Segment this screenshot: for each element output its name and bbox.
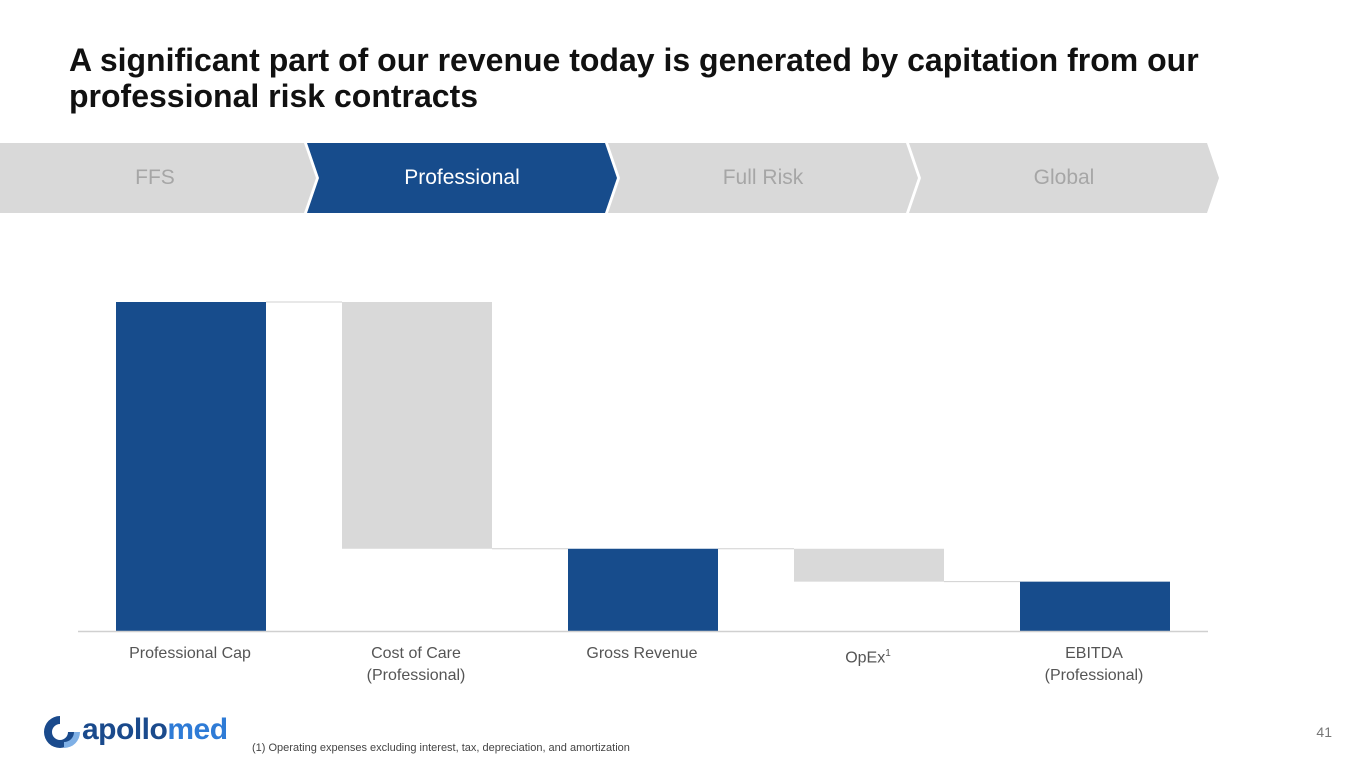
slide-title: A significant part of our revenue today … <box>69 42 1269 114</box>
stage-chevrons <box>0 143 1219 213</box>
logo-text-med: med <box>167 713 228 746</box>
footnote-marker: 1 <box>885 648 891 659</box>
logo-text-apollo: apollo <box>82 713 168 746</box>
x-tick-label-ebitda: EBITDA (Professional) <box>984 643 1204 687</box>
stage-chevron-global <box>909 143 1219 213</box>
x-tick-label-opex: OpEx1 <box>758 643 978 669</box>
stage-label-global: Global <box>1033 166 1095 189</box>
page-number: 41 <box>1316 724 1332 740</box>
apollomed-logo: apollomed <box>82 710 228 750</box>
stage-chevron-full-risk <box>608 143 918 213</box>
x-tick-label-line: OpEx <box>845 649 886 667</box>
x-tick-label-line: Cost of Care <box>371 645 461 662</box>
stage-chevron-professional <box>307 143 617 213</box>
apollomed-logo-icon <box>44 716 80 748</box>
x-tick-label-line: (Professional) <box>366 667 466 684</box>
x-tick-label-gross-revenue: Gross Revenue <box>532 643 752 665</box>
x-tick-label-line: EBITDA <box>1065 645 1123 662</box>
stage-chevron-ffs <box>0 143 316 213</box>
x-tick-label-cost-of-care: Cost of Care (Professional) <box>306 643 526 687</box>
bar-ebitda-professional <box>1020 581 1170 631</box>
slide-title-line-1: A significant part of our revenue today … <box>69 42 1199 78</box>
slide-title-line-2: professional risk contracts <box>69 78 479 114</box>
x-tick-label-line: Gross Revenue <box>586 645 698 662</box>
x-tick-label-line: Professional Cap <box>129 645 251 662</box>
bar-gross-revenue <box>568 548 718 631</box>
stage-label-full-risk: Full Risk <box>722 166 804 189</box>
risk-stage-progression: FFS Professional Full Risk Global <box>0 143 1220 213</box>
waterfall-chart <box>78 301 1208 633</box>
bar-opex <box>794 548 944 582</box>
x-tick-label-line: (Professional) <box>1044 667 1144 684</box>
bar-professional-cap <box>116 302 266 631</box>
stage-label-professional: Professional <box>404 166 520 189</box>
bar-cost-of-care-professional <box>342 302 492 549</box>
stage-label-ffs: FFS <box>135 166 175 189</box>
footnote: (1) Operating expenses excluding interes… <box>252 742 630 754</box>
x-tick-label-professional-cap: Professional Cap <box>80 643 300 665</box>
